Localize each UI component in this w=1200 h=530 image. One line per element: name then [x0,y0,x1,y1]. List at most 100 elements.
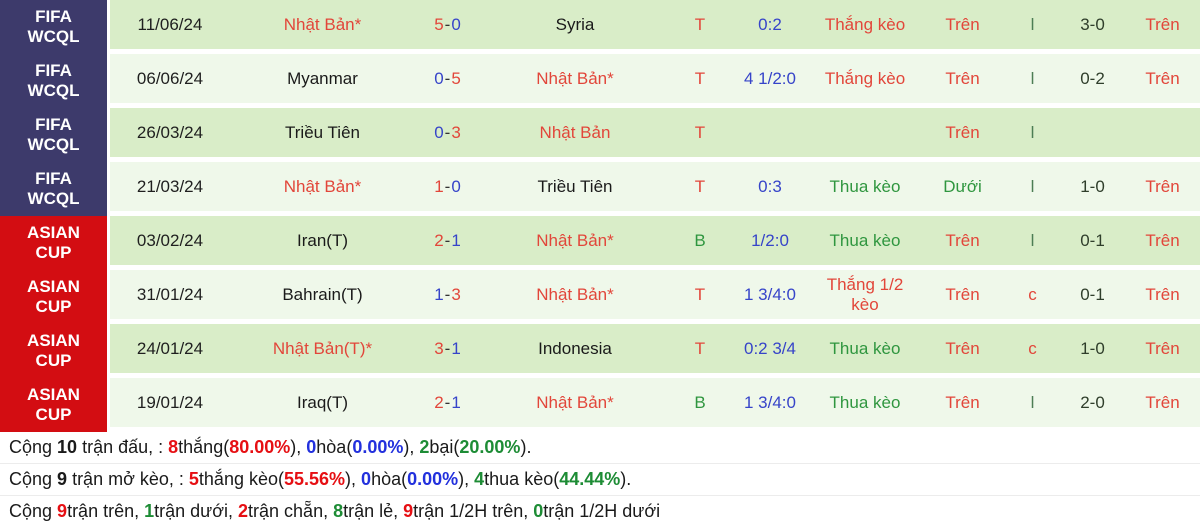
halftime-score-cell: 1-0 [1060,162,1125,211]
league-label: FIFA WCQL [27,169,80,208]
summary-segment: 10 [57,437,78,457]
away-team-cell: Nhật Bản* [480,378,670,427]
home-team-cell: Nhật Bản* [230,162,415,211]
score-cell: 3-1 [415,324,480,373]
match-row: ASIAN CUP 19/01/24 Iraq(T) 2-1 Nhật Bản*… [0,378,1200,432]
handicap-odds-cell: 4 1/2:0 [730,54,810,103]
handicap-odds-cell: 0:2 [730,0,810,49]
away-score: 1 [451,392,461,412]
date-cell: 03/02/24 [110,216,230,265]
summary-segment: ). [520,437,532,457]
halftime-over-under-cell: Trên [1125,378,1200,427]
home-score: 2 [434,392,444,412]
league-cell: FIFA WCQL [0,108,110,162]
over-under-cell: Trên [920,0,1005,49]
handicap-odds-cell: 1/2:0 [730,216,810,265]
over-under-cell: Trên [920,378,1005,427]
summary-segment: hòa( [316,437,353,457]
summary-segment: Cộng [9,501,58,521]
bet-result-cell: Thua kèo [810,378,920,427]
halftime-score-cell: 0-1 [1060,216,1125,265]
handicap-odds-cell: 0:3 [730,162,810,211]
odd-even-cell: l [1005,108,1060,157]
home-team-cell: Triều Tiên [230,108,415,157]
halftime-score-cell: 3-0 [1060,0,1125,49]
bet-result-cell: Thua kèo [810,162,920,211]
summary-segment: trận trên, [67,501,145,521]
league-label: FIFA WCQL [27,7,80,46]
summary-segment: 5 [188,469,199,489]
away-score: 3 [451,122,461,142]
halftime-score-cell: 2-0 [1060,378,1125,427]
score-cell: 1-3 [415,270,480,319]
halftime-over-under-cell [1125,108,1200,157]
match-history-table: FIFA WCQL 11/06/24 Nhật Bản* 5-0 Syria T… [0,0,1200,432]
halftime-over-under-cell: Trên [1125,54,1200,103]
league-cell: ASIAN CUP [0,216,110,270]
bet-result-cell: Thắng kèo [810,0,920,49]
over-under-cell: Trên [920,216,1005,265]
score-separator: - [444,392,451,412]
handicap-odds-cell: 0:2 3/4 [730,324,810,373]
home-score: 2 [434,230,444,250]
summary-segment: trận chẵn, [248,501,334,521]
date-cell: 31/01/24 [110,270,230,319]
league-label: ASIAN CUP [27,223,80,262]
summary-segment: ), [290,437,307,457]
summary-segment: 8 [168,437,179,457]
summary-segment: 0.00% [407,469,459,489]
match-row: ASIAN CUP 03/02/24 Iran(T) 2-1 Nhật Bản*… [0,216,1200,270]
odd-even-cell: l [1005,54,1060,103]
score-separator: - [444,68,451,88]
league-label: FIFA WCQL [27,61,80,100]
halftime-over-under-cell: Trên [1125,216,1200,265]
date-cell: 11/06/24 [110,0,230,49]
away-score: 5 [451,68,461,88]
score-separator: - [444,14,451,34]
summary-segment: trận mở kèo, : [67,469,189,489]
score-cell: 0-5 [415,54,480,103]
summary-segment: 1 [144,501,155,521]
date-cell: 06/06/24 [110,54,230,103]
score-separator: - [444,122,451,142]
bet-result-cell: Thắng kèo [810,54,920,103]
home-team-cell: Iraq(T) [230,378,415,427]
home-team-cell: Bahrain(T) [230,270,415,319]
home-score: 3 [434,338,444,358]
match-row: FIFA WCQL 11/06/24 Nhật Bản* 5-0 Syria T… [0,0,1200,54]
handicap-odds-cell: 1 3/4:0 [730,270,810,319]
away-team-cell: Nhật Bản [480,108,670,157]
summary-segment: thua kèo( [484,469,560,489]
summary-segment: thắng( [178,437,230,457]
halftime-over-under-cell: Trên [1125,270,1200,319]
away-score: 0 [451,14,461,34]
over-under-cell: Trên [920,270,1005,319]
score-separator: - [444,338,451,358]
league-label: ASIAN CUP [27,277,80,316]
away-team-cell: Nhật Bản* [480,270,670,319]
summary-segment: ), [345,469,362,489]
win-loss-cell: B [670,216,730,265]
away-score: 0 [451,176,461,196]
match-row: ASIAN CUP 24/01/24 Nhật Bản(T)* 3-1 Indo… [0,324,1200,378]
odd-even-cell: l [1005,378,1060,427]
home-team-cell: Nhật Bản* [230,0,415,49]
summary-segment: Cộng [9,437,58,457]
league-cell: ASIAN CUP [0,324,110,378]
home-score: 5 [434,14,444,34]
odd-even-cell: c [1005,324,1060,373]
handicap-odds-cell [730,108,810,157]
away-score: 1 [451,230,461,250]
halftime-over-under-cell: Trên [1125,324,1200,373]
win-loss-cell: T [670,324,730,373]
summary-segment: ), [403,437,420,457]
summary-segment: 0.00% [352,437,404,457]
odd-even-cell: l [1005,216,1060,265]
match-row: ASIAN CUP 31/01/24 Bahrain(T) 1-3 Nhật B… [0,270,1200,324]
date-cell: 21/03/24 [110,162,230,211]
away-team-cell: Triều Tiên [480,162,670,211]
win-loss-cell: T [670,0,730,49]
win-loss-cell: T [670,162,730,211]
halftime-score-cell: 0-1 [1060,270,1125,319]
summary-segment: 2 [238,501,249,521]
